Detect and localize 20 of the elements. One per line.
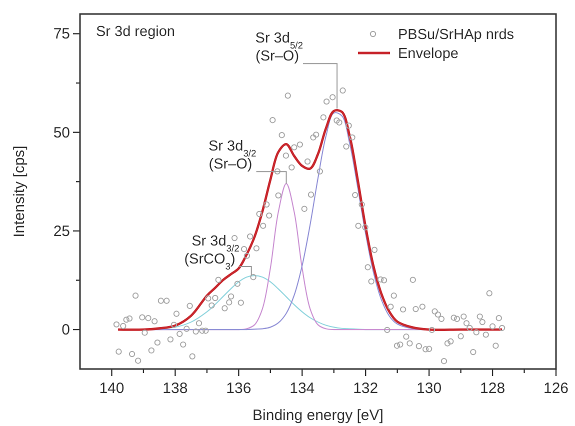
annotation: Sr 3d$_{3/2}$ (SrCO$_{3}$): [184, 234, 240, 272]
x-tick-label: 140: [99, 380, 124, 397]
y-tick-label: 25: [53, 222, 70, 240]
x-tick-label: 138: [162, 380, 188, 397]
y-tick-label: 50: [53, 124, 70, 142]
y-tick-label: 75: [53, 26, 70, 43]
legend-label: Envelope: [398, 46, 458, 62]
y-tick-label: 0: [62, 322, 70, 339]
y-axis-title: Intensity [cps]: [11, 146, 28, 238]
legend-label: PBSu/SrHAp nrds: [398, 27, 514, 43]
x-tick-label: 126: [543, 380, 569, 397]
x-tick-label: 128: [480, 380, 506, 397]
x-tick-label: 130: [416, 380, 442, 397]
annotation: Sr 3d$_{5/2}$ (Sr–O): [255, 30, 304, 65]
x-tick-label: 136: [226, 380, 252, 397]
x-tick-label: 132: [353, 380, 378, 397]
annotation: Sr 3d region: [96, 24, 175, 40]
x-axis-title: Binding energy [eV]: [252, 407, 384, 424]
annotation: Sr 3d$_{3/2}$ (Sr–O): [208, 138, 256, 173]
x-tick-label: 134: [290, 380, 315, 397]
